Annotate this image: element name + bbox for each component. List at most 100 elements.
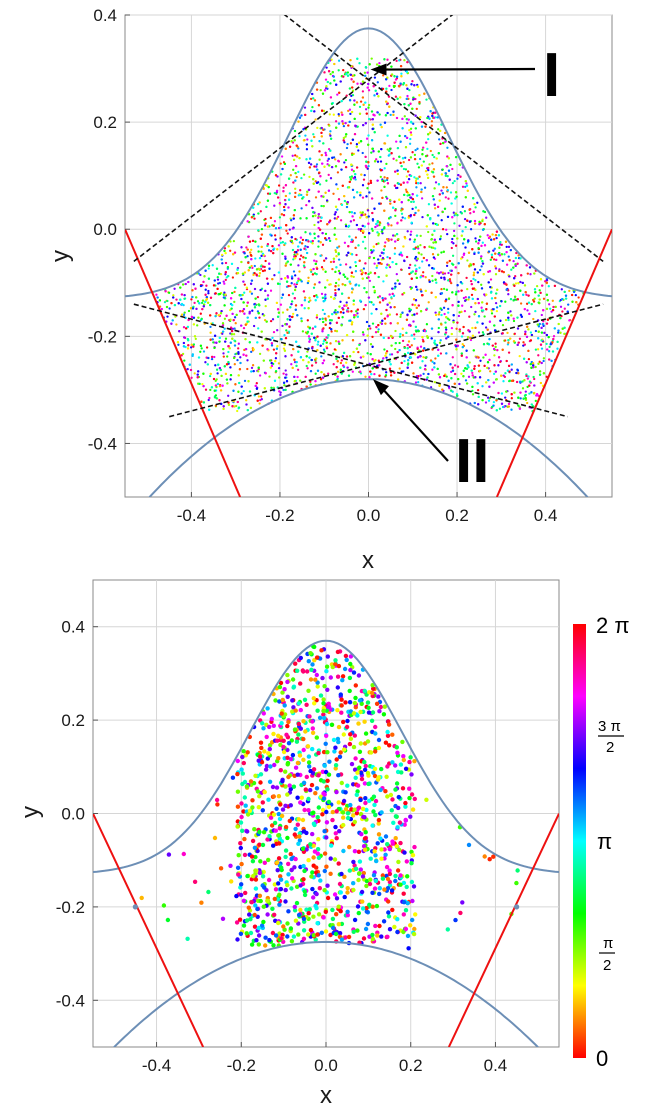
scatter-point: [229, 297, 233, 300]
scatter-point: [450, 370, 453, 374]
scatter-point: [260, 330, 263, 333]
scatter-point: [352, 80, 355, 83]
scatter-point: [302, 358, 305, 362]
scatter-point: [207, 277, 211, 280]
scatter-point: [337, 284, 340, 287]
scatter-point: [320, 204, 323, 208]
scatter-point: [244, 347, 248, 351]
scatter-point: [338, 342, 341, 345]
scatter-point: [290, 236, 293, 239]
scatter-point: [487, 250, 491, 253]
scatter-point: [417, 209, 420, 212]
scatter-point: [322, 348, 326, 351]
scatter-point: [311, 92, 314, 96]
scatter-point: [418, 355, 422, 358]
scatter-point: [258, 374, 262, 377]
scatter-point: [303, 296, 307, 299]
scatter-point: [512, 340, 516, 343]
scatter-point: [394, 240, 397, 243]
scatter-point: [301, 330, 305, 333]
scatter-point: [400, 164, 403, 168]
scatter-point: [402, 181, 405, 184]
scatter-point: [474, 240, 478, 243]
scatter-point: [471, 393, 475, 396]
scatter-point: [284, 203, 287, 206]
scatter-point: [333, 217, 337, 220]
scatter-point: [471, 374, 474, 377]
scatter-point: [538, 360, 541, 363]
scatter-point: [372, 303, 375, 306]
scatter-point: [447, 169, 451, 172]
scatter-point: [305, 364, 308, 368]
scatter-point: [281, 167, 284, 171]
scatter-point: [388, 257, 392, 260]
scatter-point: [313, 236, 317, 240]
scatter-point: [473, 313, 476, 316]
scatter-point: [388, 367, 392, 370]
scatter-point: [509, 248, 512, 252]
scatter-point: [341, 113, 344, 116]
scatter-point: [253, 264, 256, 268]
scatter-point: [334, 211, 337, 214]
scatter-point: [337, 288, 340, 291]
scatter-point: [254, 257, 257, 260]
scatter-point: [336, 370, 340, 373]
scatter-point: [371, 367, 374, 370]
scatter-point: [375, 158, 378, 161]
scatter-point: [312, 182, 315, 185]
scatter-point: [214, 394, 218, 397]
scatter-point: [365, 216, 368, 219]
scatter-point: [413, 213, 416, 217]
scatter-point: [505, 390, 508, 393]
scatter-point: [507, 293, 510, 296]
scatter-point: [366, 334, 369, 337]
scatter-point: [407, 104, 410, 107]
scatter-point: [431, 279, 434, 282]
scatter-point: [468, 315, 471, 318]
scatter-point: [479, 235, 482, 238]
scatter-point: [452, 321, 455, 324]
scatter-point: [503, 253, 506, 256]
scatter-point: [357, 244, 360, 247]
scatter-point: [448, 318, 451, 321]
scatter-point: [358, 62, 361, 65]
scatter-point: [348, 355, 352, 358]
scatter-point: [258, 352, 262, 356]
scatter-point: [366, 86, 369, 89]
scatter-point: [308, 337, 311, 340]
scatter-point: [315, 88, 319, 91]
scatter-point: [246, 359, 249, 362]
scatter-point: [201, 382, 204, 386]
scatter-point: [309, 369, 313, 373]
scatter-point: [357, 228, 360, 231]
scatter-point: [367, 222, 370, 225]
scatter-point: [414, 206, 418, 209]
scatter-point: [440, 251, 443, 254]
scatter-point: [375, 264, 379, 267]
scatter-point: [365, 195, 368, 198]
scatter-point: [440, 276, 443, 279]
scatter-point: [284, 194, 288, 198]
scatter-point: [414, 255, 418, 259]
scatter-point: [526, 325, 529, 328]
scatter-point: [470, 369, 473, 372]
scatter-point: [310, 270, 313, 274]
scatter-point: [480, 306, 483, 309]
scatter-point: [256, 295, 260, 299]
scatter-point: [487, 378, 490, 382]
scatter-point: [322, 320, 325, 324]
scatter-point: [383, 245, 386, 248]
scatter-point: [496, 288, 499, 291]
scatter-point: [460, 354, 463, 357]
scatter-point: [179, 286, 182, 289]
scatter-point: [227, 360, 230, 364]
scatter-point: [336, 215, 340, 219]
scatter-point: [423, 329, 427, 333]
scatter-point: [277, 271, 281, 274]
scatter-point: [340, 111, 343, 114]
scatter-point: [230, 262, 234, 266]
scatter-point: [218, 399, 221, 402]
scatter-point: [397, 182, 401, 186]
scatter-point: [410, 200, 413, 204]
scatter-point: [335, 183, 338, 186]
